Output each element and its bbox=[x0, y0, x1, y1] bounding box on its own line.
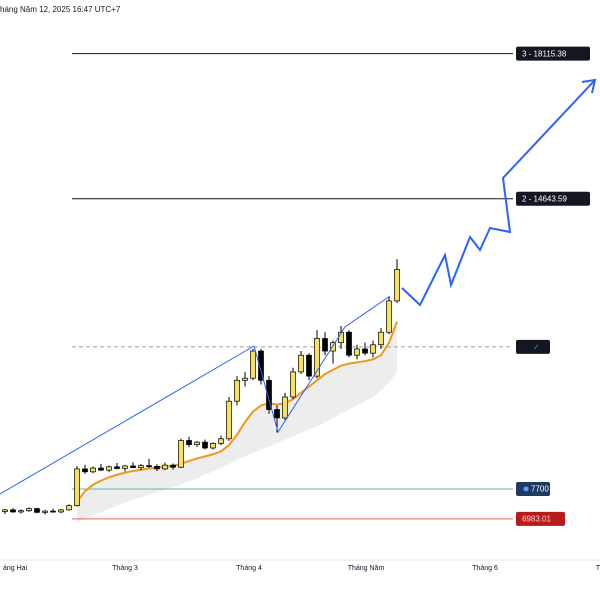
x-tick-label: Tháng Năm bbox=[348, 565, 385, 572]
candle-body bbox=[226, 400, 232, 440]
candle-body bbox=[210, 443, 216, 449]
candle-body bbox=[74, 468, 80, 507]
candle-body bbox=[90, 467, 96, 473]
x-tick-label: Tháng 4 bbox=[236, 565, 262, 572]
candle-body bbox=[146, 465, 152, 467]
candle-body bbox=[178, 440, 184, 468]
candle-body bbox=[58, 509, 64, 513]
candle-body bbox=[2, 509, 8, 512]
candle-body bbox=[130, 465, 136, 468]
band-area bbox=[77, 321, 397, 523]
moving-average bbox=[76, 321, 398, 503]
level-label: ✓ bbox=[533, 342, 540, 351]
candle-body bbox=[322, 338, 328, 352]
level-label-box bbox=[516, 46, 590, 61]
candle-body bbox=[154, 466, 160, 470]
candle-body bbox=[114, 466, 120, 469]
candle-body bbox=[218, 438, 224, 444]
candle-body bbox=[354, 348, 360, 356]
candle-body bbox=[298, 354, 304, 373]
level-label: 3 - 18115.38 bbox=[522, 49, 567, 58]
trend-drawings bbox=[0, 78, 597, 495]
candle-body bbox=[162, 464, 168, 470]
level-icon bbox=[523, 486, 529, 492]
candle-body bbox=[82, 468, 88, 473]
level-label-box bbox=[516, 191, 590, 206]
x-tick-label: Tháng 3 bbox=[112, 565, 138, 572]
candle-body bbox=[394, 269, 400, 302]
candle-body bbox=[250, 350, 256, 379]
level-label: 7700 bbox=[531, 485, 549, 494]
header-date: háng Năm 12, 2025 16:47 UTC+7 bbox=[0, 5, 121, 14]
candle-body bbox=[266, 379, 272, 410]
x-tick-label: áng Hai bbox=[3, 565, 28, 572]
candle-body bbox=[26, 508, 32, 512]
candle-body bbox=[42, 510, 48, 513]
candle-body bbox=[122, 465, 128, 469]
candle-body bbox=[106, 466, 112, 471]
x-tick-label: T bbox=[596, 565, 600, 572]
candle-body bbox=[346, 331, 352, 356]
candle-body bbox=[258, 350, 264, 381]
candle-body bbox=[386, 300, 392, 333]
candle-body bbox=[306, 354, 312, 377]
level-label: 2 - 14643.59 bbox=[522, 194, 567, 203]
candle-body bbox=[170, 464, 176, 468]
level-label: 6983.01 bbox=[522, 515, 551, 524]
candle-body bbox=[370, 344, 376, 354]
trend-line bbox=[0, 345, 255, 495]
candle-body bbox=[50, 510, 56, 513]
projection-path bbox=[401, 79, 596, 307]
candle-body bbox=[330, 342, 336, 352]
candle-body bbox=[282, 396, 288, 419]
candle-body bbox=[242, 377, 248, 381]
candle-body bbox=[290, 371, 296, 398]
candle-body bbox=[34, 508, 40, 513]
projection-arrowhead bbox=[581, 78, 597, 94]
x-tick-label: Tháng 6 bbox=[472, 565, 498, 572]
trend-line bbox=[253, 295, 391, 434]
candle-body bbox=[362, 348, 368, 354]
candle-body bbox=[378, 331, 384, 346]
candle-body bbox=[66, 505, 72, 511]
level-label-box bbox=[516, 511, 565, 526]
candle-body bbox=[18, 510, 24, 513]
level-label-box bbox=[516, 339, 550, 354]
level-label-box bbox=[516, 481, 550, 496]
candle-body bbox=[10, 509, 16, 513]
candle-body bbox=[194, 441, 200, 446]
candle-body bbox=[202, 441, 208, 449]
candle-body bbox=[138, 465, 144, 468]
candle-body bbox=[186, 440, 192, 446]
candle-body bbox=[314, 338, 320, 377]
candle-body bbox=[98, 467, 104, 471]
candle-body bbox=[234, 379, 240, 402]
candle-body bbox=[274, 409, 280, 419]
